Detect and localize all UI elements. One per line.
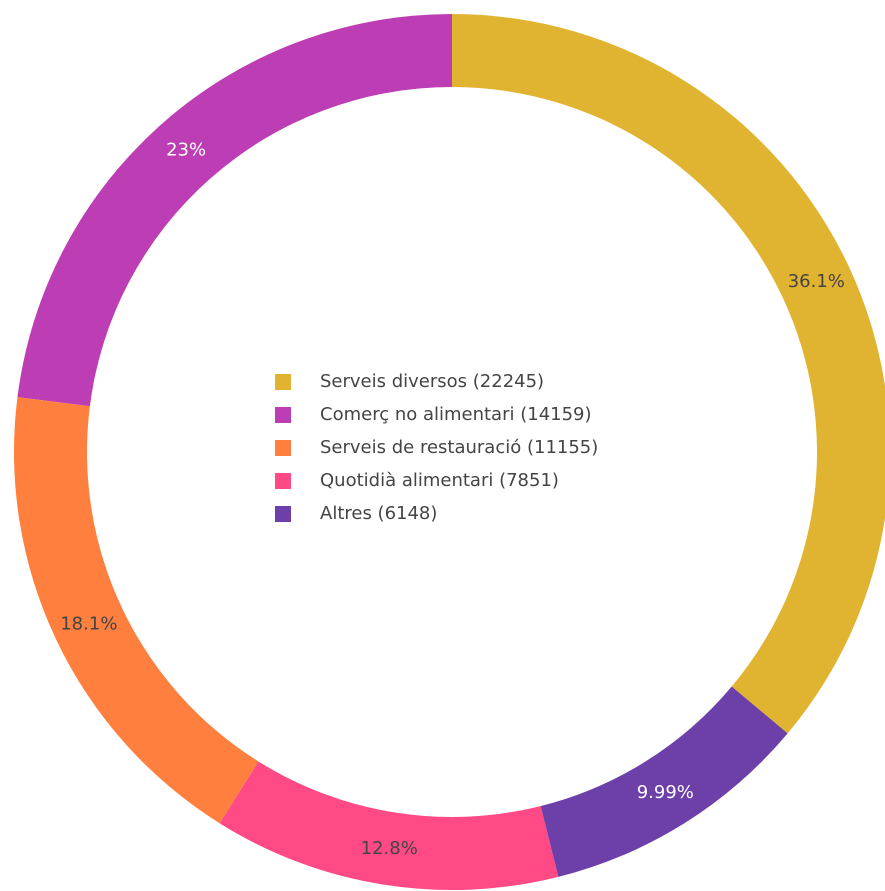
legend-label: Serveis de restauració (11155) (320, 437, 598, 458)
legend-swatch (275, 506, 291, 522)
donut-slice (13, 397, 259, 824)
slice-label: 18.1% (60, 613, 117, 634)
legend-label: Quotidià alimentari (7851) (320, 470, 559, 491)
donut-slice (452, 14, 885, 734)
legend-swatch (275, 473, 291, 489)
donut-slice (540, 686, 788, 877)
slice-label: 12.8% (361, 838, 418, 859)
legend-swatch (275, 407, 291, 423)
legend-label: Comerç no alimentari (14159) (320, 404, 592, 425)
legend-swatch (275, 374, 291, 390)
legend-label: Serveis diversos (22245) (320, 371, 544, 392)
slice-label: 36.1% (788, 271, 845, 292)
legend-swatch (275, 440, 291, 456)
donut-slice (219, 761, 559, 890)
slice-label: 23% (166, 139, 206, 160)
donut-slice (17, 14, 452, 407)
slice-label: 9.99% (637, 782, 694, 803)
legend-label: Altres (6148) (320, 503, 437, 524)
